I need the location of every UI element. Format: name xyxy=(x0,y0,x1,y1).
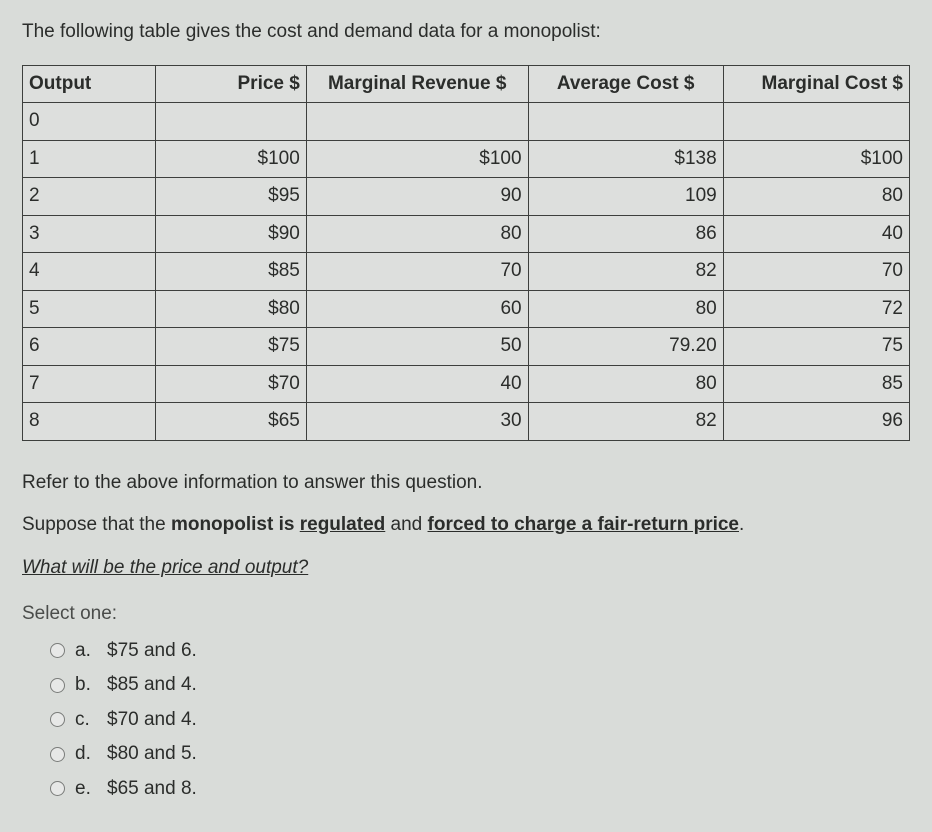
table-row: 6 $75 50 79.20 75 xyxy=(23,328,910,366)
cell xyxy=(156,103,307,141)
table-row: 2 $95 90 109 80 xyxy=(23,178,910,216)
cell: 70 xyxy=(723,253,909,291)
option-text: $65 and 8. xyxy=(107,775,197,804)
cell: 40 xyxy=(306,365,528,403)
cell: 50 xyxy=(306,328,528,366)
cell: 2 xyxy=(23,178,156,216)
cell: 0 xyxy=(23,103,156,141)
text: . xyxy=(739,514,744,535)
cell: $100 xyxy=(306,140,528,178)
cell: $85 xyxy=(156,253,307,291)
cell: 96 xyxy=(723,403,909,441)
cell: $65 xyxy=(156,403,307,441)
cell: $100 xyxy=(723,140,909,178)
table-row: 8 $65 30 82 96 xyxy=(23,403,910,441)
col-price: Price $ xyxy=(156,65,307,103)
cell: 3 xyxy=(23,215,156,253)
cell: $138 xyxy=(528,140,723,178)
col-mc: Marginal Cost $ xyxy=(723,65,909,103)
intro-text: The following table gives the cost and d… xyxy=(22,18,910,47)
cell: 85 xyxy=(723,365,909,403)
cell: 80 xyxy=(723,178,909,216)
question-block: Refer to the above information to answer… xyxy=(22,469,910,583)
cell: 75 xyxy=(723,328,909,366)
option-letter: e. xyxy=(75,775,97,804)
text: Suppose that the xyxy=(22,514,171,535)
cell: $75 xyxy=(156,328,307,366)
cell: 79.20 xyxy=(528,328,723,366)
cell: 70 xyxy=(306,253,528,291)
cell: $70 xyxy=(156,365,307,403)
text-underline: forced to charge a fair-return price xyxy=(428,514,739,535)
table-row: 5 $80 60 80 72 xyxy=(23,290,910,328)
cell: 80 xyxy=(528,290,723,328)
radio-icon[interactable] xyxy=(50,781,65,796)
table-row: 0 xyxy=(23,103,910,141)
cell: 4 xyxy=(23,253,156,291)
cell: 72 xyxy=(723,290,909,328)
col-mr: Marginal Revenue $ xyxy=(306,65,528,103)
cell xyxy=(528,103,723,141)
options-list: a. $75 and 6. b. $85 and 4. c. $70 and 4… xyxy=(22,637,910,804)
select-one-label: Select one: xyxy=(22,600,910,629)
cell: 6 xyxy=(23,328,156,366)
cell xyxy=(306,103,528,141)
text-italic-underline: What will be the price and output? xyxy=(22,557,308,578)
col-ac: Average Cost $ xyxy=(528,65,723,103)
radio-icon[interactable] xyxy=(50,747,65,762)
table-row: 3 $90 80 86 40 xyxy=(23,215,910,253)
cell: $80 xyxy=(156,290,307,328)
col-output: Output xyxy=(23,65,156,103)
cell: 7 xyxy=(23,365,156,403)
cell: 109 xyxy=(528,178,723,216)
cell: 86 xyxy=(528,215,723,253)
data-table: Output Price $ Marginal Revenue $ Averag… xyxy=(22,65,910,441)
option-text: $70 and 4. xyxy=(107,706,197,735)
radio-icon[interactable] xyxy=(50,643,65,658)
cell: 1 xyxy=(23,140,156,178)
cell xyxy=(723,103,909,141)
table-row: 1 $100 $100 $138 $100 xyxy=(23,140,910,178)
cell: 90 xyxy=(306,178,528,216)
question-line-1: Refer to the above information to answer… xyxy=(22,469,910,498)
option-text: $80 and 5. xyxy=(107,740,197,769)
cell: $90 xyxy=(156,215,307,253)
table-header-row: Output Price $ Marginal Revenue $ Averag… xyxy=(23,65,910,103)
option-d[interactable]: d. $80 and 5. xyxy=(50,740,910,769)
option-text: $75 and 6. xyxy=(107,637,197,666)
option-letter: b. xyxy=(75,671,97,700)
cell: 60 xyxy=(306,290,528,328)
question-line-3: What will be the price and output? xyxy=(22,554,910,583)
option-b[interactable]: b. $85 and 4. xyxy=(50,671,910,700)
table-row: 4 $85 70 82 70 xyxy=(23,253,910,291)
question-line-2: Suppose that the monopolist is regulated… xyxy=(22,511,910,540)
option-a[interactable]: a. $75 and 6. xyxy=(50,637,910,666)
option-letter: a. xyxy=(75,637,97,666)
text-bold: monopolist is xyxy=(171,514,300,535)
option-e[interactable]: e. $65 and 8. xyxy=(50,775,910,804)
cell: 5 xyxy=(23,290,156,328)
cell: 80 xyxy=(306,215,528,253)
option-c[interactable]: c. $70 and 4. xyxy=(50,706,910,735)
text-underline: regulated xyxy=(300,514,386,535)
cell: 80 xyxy=(528,365,723,403)
cell: 82 xyxy=(528,253,723,291)
cell: 82 xyxy=(528,403,723,441)
text: and xyxy=(385,514,427,535)
radio-icon[interactable] xyxy=(50,678,65,693)
cell: 40 xyxy=(723,215,909,253)
cell: 30 xyxy=(306,403,528,441)
table-row: 7 $70 40 80 85 xyxy=(23,365,910,403)
cell: $100 xyxy=(156,140,307,178)
cell: $95 xyxy=(156,178,307,216)
radio-icon[interactable] xyxy=(50,712,65,727)
option-letter: d. xyxy=(75,740,97,769)
cell: 8 xyxy=(23,403,156,441)
option-letter: c. xyxy=(75,706,97,735)
option-text: $85 and 4. xyxy=(107,671,197,700)
